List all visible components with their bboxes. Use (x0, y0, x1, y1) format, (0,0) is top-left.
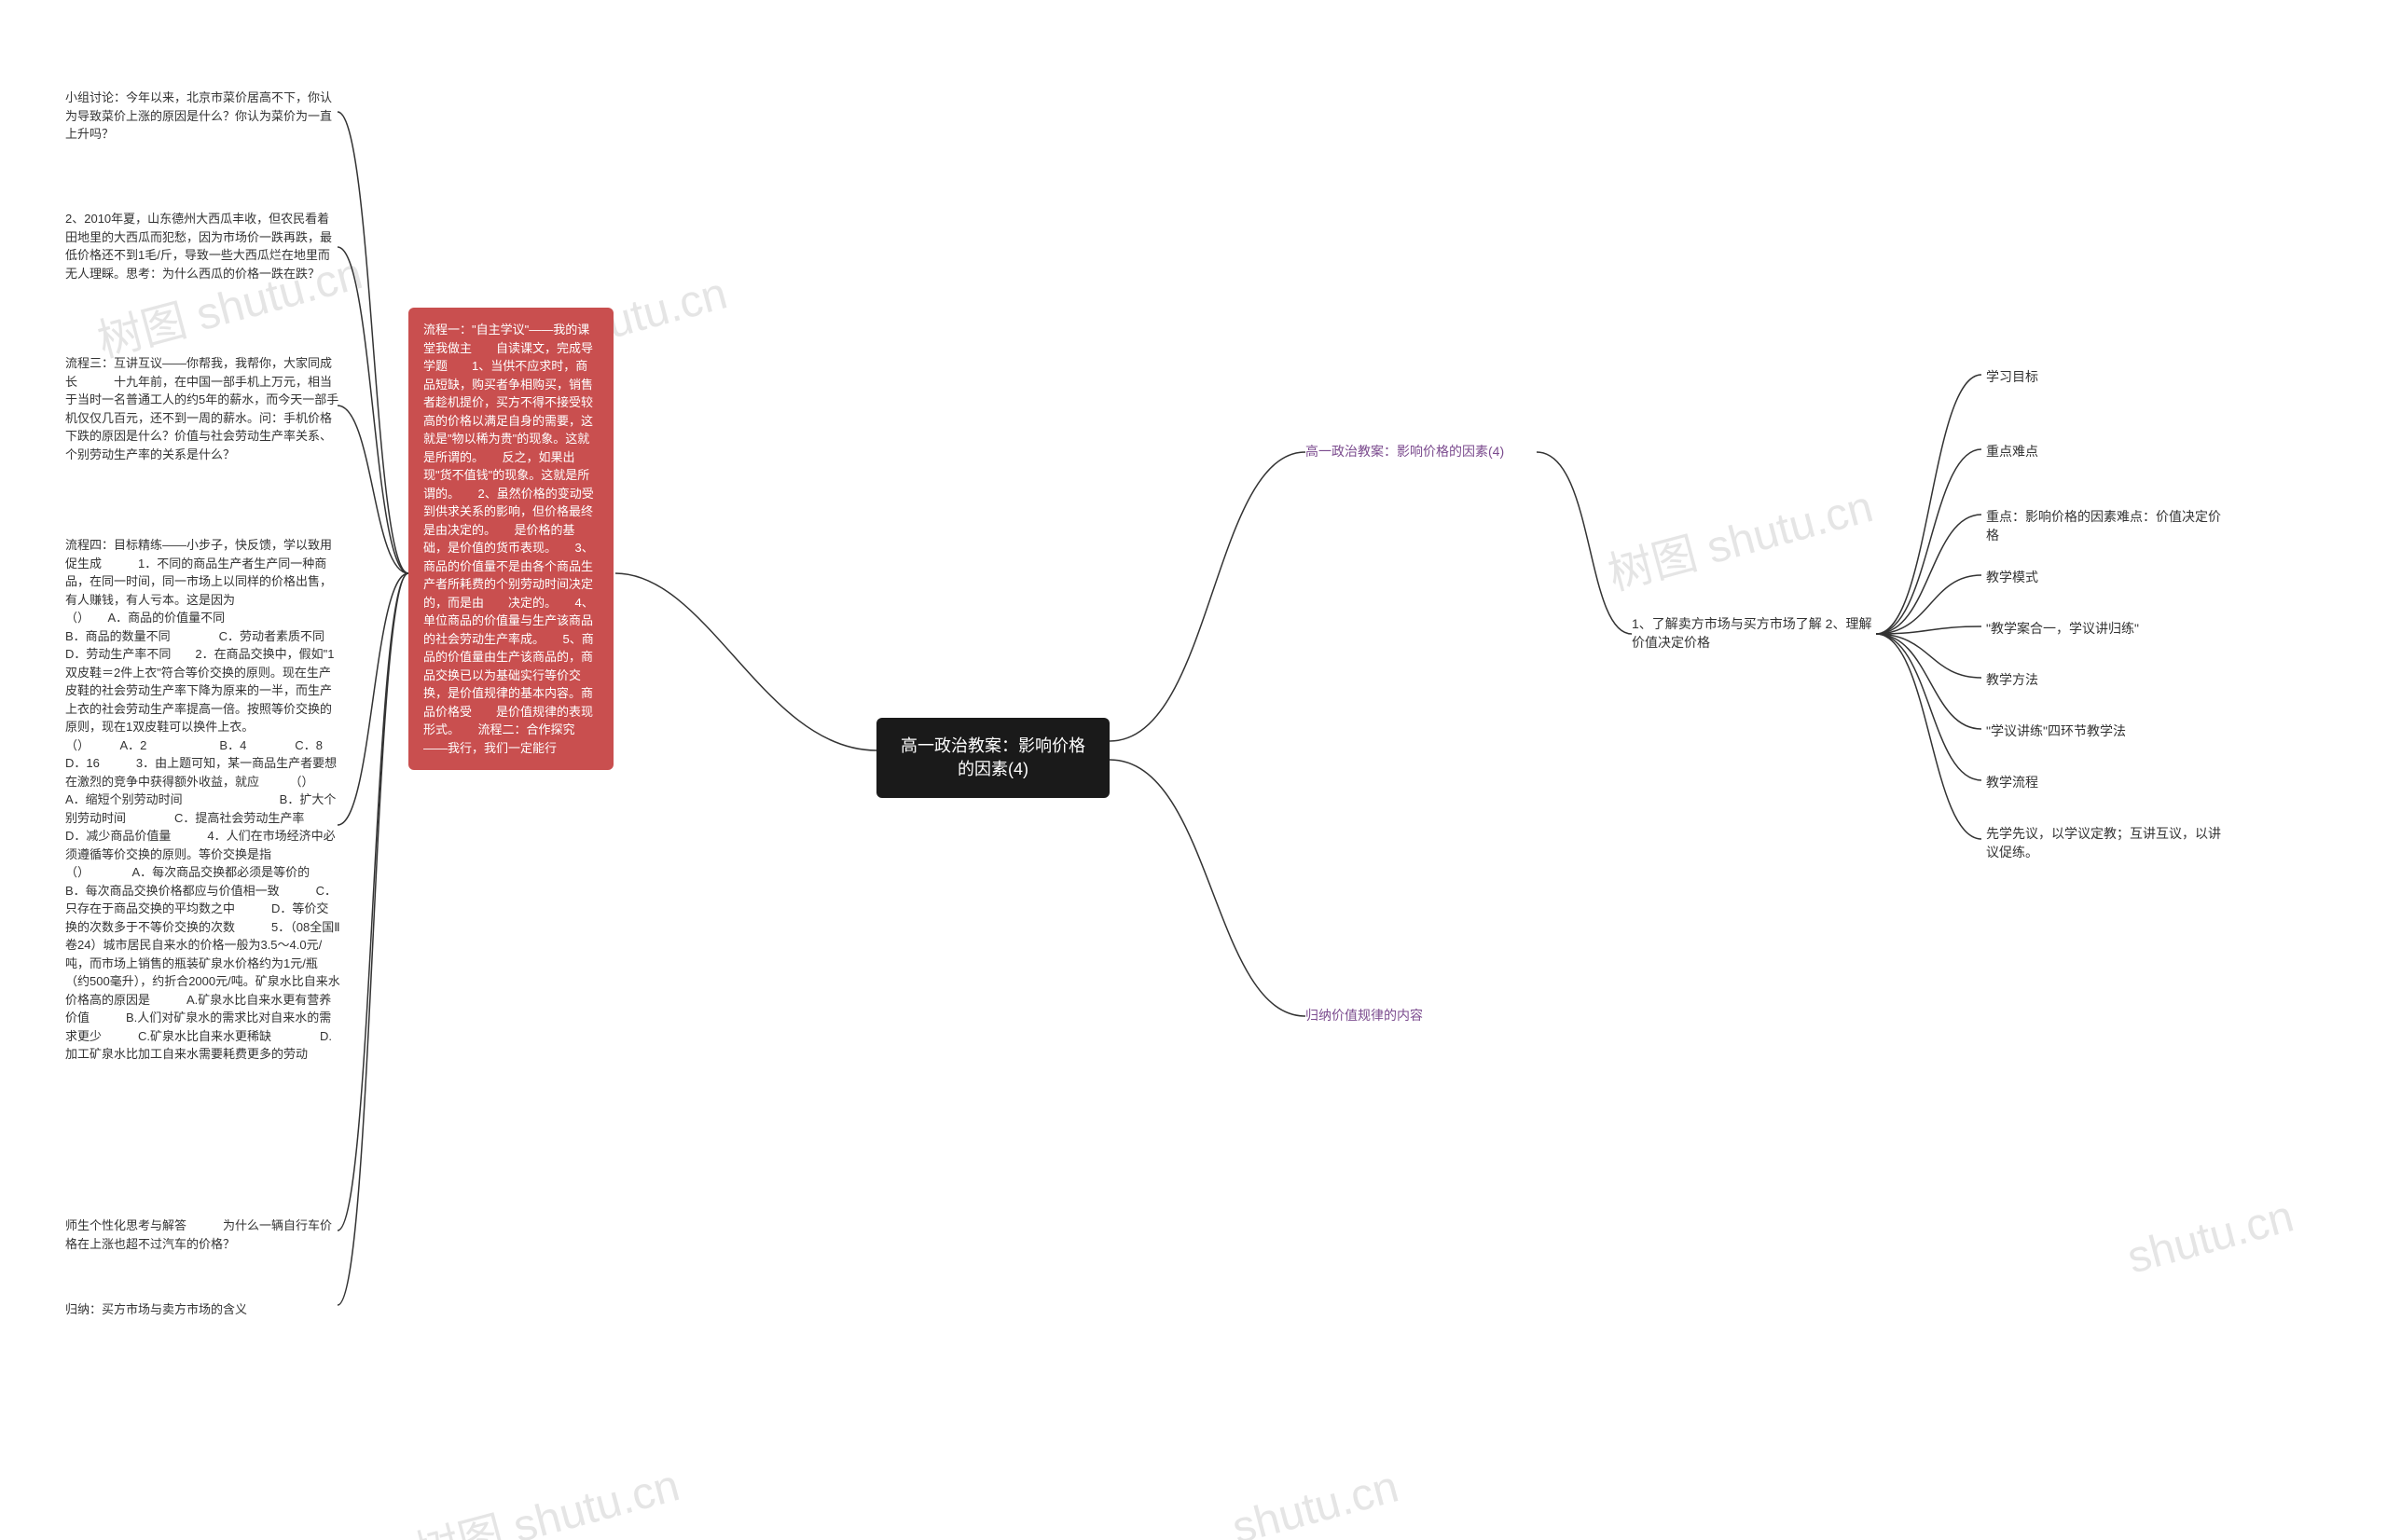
right-leaf-label: 教学模式 (1986, 570, 2038, 584)
right-leaf-label: 先学先议，以学议定教；互讲互议，以讲议促练。 (1986, 826, 2221, 859)
right-branch-2[interactable]: 归纳价值规律的内容 (1305, 1007, 1423, 1025)
right-branch-1-sub[interactable]: 1、了解卖方市场与买方市场了解 2、理解价值决定价格 (1632, 615, 1874, 652)
mindmap-edges (0, 0, 2387, 1540)
right-leaf-label: 重点：影响价格的因素难点：价值决定价格 (1986, 509, 2221, 543)
left-leaf-text: 师生个性化思考与解答 为什么一辆自行车价格在上涨也超不过汽车的价格？ (65, 1218, 332, 1251)
left-leaf[interactable]: 流程四：目标精练——小步子，快反馈，学以致用促生成 1．不同的商品生产者生产同一… (65, 536, 340, 1064)
right-leaf-label: 学习目标 (1986, 369, 2038, 384)
right-branch-1-sub-label: 1、了解卖方市场与买方市场了解 2、理解价值决定价格 (1632, 616, 1871, 650)
right-leaf[interactable]: 重点难点 (1986, 443, 2038, 461)
center-title-line2: 的因素(4) (897, 758, 1089, 781)
left-leaf-text: 归纳：买方市场与卖方市场的含义 (65, 1302, 247, 1316)
right-leaf[interactable]: 教学模式 (1986, 569, 2038, 587)
left-leaf[interactable]: 师生个性化思考与解答 为什么一辆自行车价格在上涨也超不过汽车的价格？ (65, 1217, 336, 1253)
right-branch-1-label: 高一政治教案：影响价格的因素(4) (1305, 444, 1504, 459)
right-leaf[interactable]: "学议讲练"四环节教学法 (1986, 722, 2126, 741)
left-leaf[interactable]: 归纳：买方市场与卖方市场的含义 (65, 1300, 336, 1319)
right-leaf-label: "学议讲练"四环节教学法 (1986, 723, 2126, 738)
right-leaf[interactable]: "教学案合一，学议讲归练" (1986, 620, 2139, 639)
center-node[interactable]: 高一政治教案：影响价格 的因素(4) (876, 718, 1110, 798)
right-leaf[interactable]: 先学先议，以学议定教；互讲互议，以讲议促练。 (1986, 825, 2228, 861)
left-leaf-text: 2、2010年夏，山东德州大西瓜丰收，但农民看着田地里的大西瓜而犯愁，因为市场价… (65, 212, 332, 281)
right-leaf-label: 教学方法 (1986, 672, 2038, 687)
right-leaf[interactable]: 学习目标 (1986, 368, 2038, 387)
center-title-line1: 高一政治教案：影响价格 (897, 735, 1089, 758)
right-branch-1[interactable]: 高一政治教案：影响价格的因素(4) (1305, 443, 1504, 461)
right-leaf-label: 重点难点 (1986, 444, 2038, 459)
red-block-node[interactable]: 流程一："自主学议"——我的课堂我做主 自读课文，完成导学题 1、当供不应求时，… (408, 308, 614, 770)
left-leaf[interactable]: 2、2010年夏，山东德州大西瓜丰收，但农民看着田地里的大西瓜而犯愁，因为市场价… (65, 210, 336, 282)
left-leaf-text: 小组讨论：今年以来，北京市菜价居高不下，你认为导致菜价上涨的原因是什么？你认为菜… (65, 90, 332, 141)
right-branch-2-label: 归纳价值规律的内容 (1305, 1008, 1423, 1023)
right-leaf-label: "教学案合一，学议讲归练" (1986, 621, 2139, 636)
right-leaf[interactable]: 教学方法 (1986, 671, 2038, 690)
left-leaf[interactable]: 流程三：互讲互议——你帮我，我帮你，大家同成长 十九年前，在中国一部手机上万元，… (65, 354, 340, 463)
left-leaf[interactable]: 小组讨论：今年以来，北京市菜价居高不下，你认为导致菜价上涨的原因是什么？你认为菜… (65, 89, 336, 144)
right-leaf[interactable]: 重点：影响价格的因素难点：价值决定价格 (1986, 508, 2228, 544)
right-leaf-label: 教学流程 (1986, 775, 2038, 790)
right-leaf[interactable]: 教学流程 (1986, 774, 2038, 792)
left-leaf-text: 流程三：互讲互议——你帮我，我帮你，大家同成长 十九年前，在中国一部手机上万元，… (65, 356, 338, 461)
red-block-text: 流程一："自主学议"——我的课堂我做主 自读课文，完成导学题 1、当供不应求时，… (423, 323, 594, 755)
